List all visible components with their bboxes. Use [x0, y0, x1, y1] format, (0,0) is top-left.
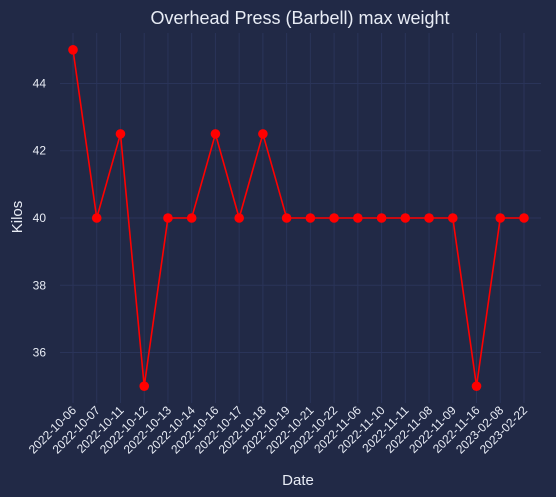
data-point [471, 381, 482, 391]
data-point [186, 213, 197, 223]
data-point [305, 213, 316, 223]
data-point [234, 213, 244, 223]
y-axis-label: Kilos [9, 201, 26, 234]
data-point [424, 213, 434, 223]
data-point [519, 213, 529, 223]
y-tick-label: 44 [33, 76, 47, 90]
data-point [163, 213, 173, 223]
y-tick-label: 38 [33, 278, 47, 292]
data-point [329, 213, 339, 223]
data-point [139, 381, 150, 391]
y-tick-label: 40 [33, 211, 47, 225]
data-point [91, 213, 102, 223]
y-tick-label: 36 [33, 346, 47, 360]
data-point [68, 45, 78, 55]
data-point [281, 213, 292, 223]
data-point [353, 213, 363, 223]
data-point [447, 213, 458, 223]
data-point [115, 129, 126, 139]
data-point [210, 129, 221, 139]
y-axis-ticks: 36 38 40 42 44 [33, 76, 47, 359]
data-point [495, 213, 506, 223]
data-point [400, 213, 411, 223]
data-point [376, 213, 387, 223]
series-line [68, 45, 529, 391]
x-axis-label: Date [282, 472, 314, 489]
data-point [258, 129, 268, 139]
chart-title: Overhead Press (Barbell) max weight [150, 8, 449, 28]
y-tick-label: 42 [33, 144, 47, 158]
